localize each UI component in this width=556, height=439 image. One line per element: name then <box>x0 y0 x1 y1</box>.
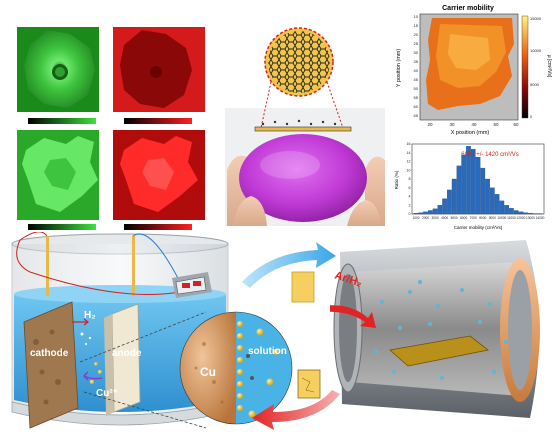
histogram-x-tick: 9000 <box>489 216 496 220</box>
histogram-bar <box>428 211 432 215</box>
mobility-colorbar <box>522 16 528 118</box>
red-process-arrow <box>252 390 340 430</box>
histogram-bar <box>514 211 518 215</box>
histogram-bar <box>471 149 475 214</box>
mobility-y-tick: 20 <box>414 32 419 37</box>
mobility-y-tick: 25 <box>414 41 419 46</box>
histogram-bar <box>495 194 499 214</box>
mobility-y-tick: 10 <box>414 14 419 19</box>
blue-process-arrow <box>242 242 336 288</box>
colorbar-tick: 5000 <box>530 82 540 87</box>
histogram-x-tick: 1000 <box>412 216 419 220</box>
histogram-bar <box>433 209 437 214</box>
cu-label: Cu <box>200 365 216 379</box>
red-scalebar-top <box>124 118 192 124</box>
mobility-map-title: Carrier mobility <box>442 5 494 12</box>
mobility-x-tick: 20 <box>427 122 433 127</box>
histogram-x-tick: 12000 <box>516 216 525 220</box>
histogram-bar <box>519 212 523 214</box>
histogram-y-tick: 0 <box>409 212 411 216</box>
mobility-x-tick: 30 <box>449 122 455 127</box>
histogram-y-tick: 16 <box>407 142 411 146</box>
mobility-y-tick: 50 <box>414 86 419 91</box>
red-map-top <box>113 27 205 112</box>
mobility-x-tick: 60 <box>513 122 519 127</box>
mobility-y-tick: 35 <box>414 59 419 64</box>
histogram-bar <box>447 190 451 214</box>
cathode-foil <box>24 302 78 428</box>
histogram-bar <box>504 205 508 214</box>
mobility-y-tick: 45 <box>414 77 419 82</box>
green-map-bottom <box>17 130 99 220</box>
histogram-bar <box>414 213 418 214</box>
cathode-label: cathode <box>30 348 69 359</box>
mobility-y-tick: 65 <box>414 113 419 118</box>
histogram-bar <box>524 213 528 214</box>
mobility-map-xlabel: X position (mm) <box>451 130 490 136</box>
histogram-xlabel: Carrier mobility (cm²/Vs) <box>454 225 503 230</box>
histogram-x-tick: 3000 <box>432 216 439 220</box>
mobility-y-tick: 30 <box>414 50 419 55</box>
ion-label: Cu²⁺ <box>96 388 118 399</box>
red-scalebar-bottom <box>124 224 192 230</box>
histogram-bar <box>500 201 504 214</box>
histogram-bar <box>490 188 494 214</box>
histogram-y-tick: 6 <box>409 186 411 190</box>
histogram-bar <box>481 168 485 214</box>
histogram-bar <box>452 179 456 214</box>
histogram-x-tick: 7000 <box>470 216 477 220</box>
histogram-bar <box>442 199 446 214</box>
mobility-map-ylabel: Y position (mm) <box>396 49 402 88</box>
colorbar-label: μ [cm²/Vs] <box>546 55 552 78</box>
h2-label: H₂ <box>84 310 96 321</box>
green-map-top <box>17 27 99 112</box>
histogram-y-tick: 10 <box>407 168 411 172</box>
histogram-y-tick: 12 <box>407 160 411 164</box>
colorbar-tick: 0 <box>530 114 533 119</box>
histogram-x-tick: 11000 <box>507 216 516 220</box>
mobility-y-tick: 40 <box>414 68 419 73</box>
mobility-y-tick: 15 <box>414 23 419 28</box>
copper-foil-sample <box>292 272 314 302</box>
colorbar-tick: 10000 <box>530 48 542 53</box>
histogram-y-tick: 14 <box>407 151 411 155</box>
histogram-bar <box>485 179 489 214</box>
histogram-bar <box>423 212 427 214</box>
histogram-bar <box>438 205 442 214</box>
mobility-y-tick: 60 <box>414 104 419 109</box>
histogram-bar <box>509 208 513 214</box>
histogram-x-tick: 14000 <box>536 216 545 220</box>
red-map-bottom <box>113 130 205 220</box>
wafer-photo <box>215 0 390 235</box>
histogram-y-tick: 4 <box>409 195 411 199</box>
mobility-map: Carrier mobility 20 30 40 50 60 10 15 20… <box>388 0 556 138</box>
colorbar-tick: 15000 <box>530 16 542 21</box>
histogram-x-tick: 4000 <box>441 216 448 220</box>
histogram-bar <box>457 166 461 214</box>
anode-label: anode <box>112 348 142 359</box>
histogram-x-tick: 8000 <box>479 216 486 220</box>
histogram-bar <box>476 157 480 214</box>
mobility-y-tick: 55 <box>414 95 419 100</box>
histogram-annotation: 6903 +/- 1420 cm²/Vs <box>461 152 519 158</box>
histogram-y-tick: 2 <box>409 203 411 207</box>
histogram-ylabel: Ratio (%) <box>394 170 399 189</box>
histogram-bar <box>462 155 466 214</box>
histogram-x-tick: 6000 <box>460 216 467 220</box>
histogram-bar <box>528 213 532 214</box>
tube-furnace: Ar/H₂ <box>330 232 556 434</box>
green-scalebar-bottom <box>28 224 96 230</box>
mobility-x-tick: 50 <box>493 122 499 127</box>
histogram-x-tick: 10000 <box>497 216 506 220</box>
histogram-x-tick: 13000 <box>526 216 535 220</box>
mobility-x-tick: 40 <box>471 122 477 127</box>
histogram-x-tick: 2000 <box>422 216 429 220</box>
raman-map-panels <box>0 0 215 235</box>
histogram-bar <box>419 213 423 214</box>
green-scalebar-top <box>28 118 96 124</box>
histogram-x-tick: 5000 <box>451 216 458 220</box>
histogram-y-tick: 8 <box>409 177 411 181</box>
